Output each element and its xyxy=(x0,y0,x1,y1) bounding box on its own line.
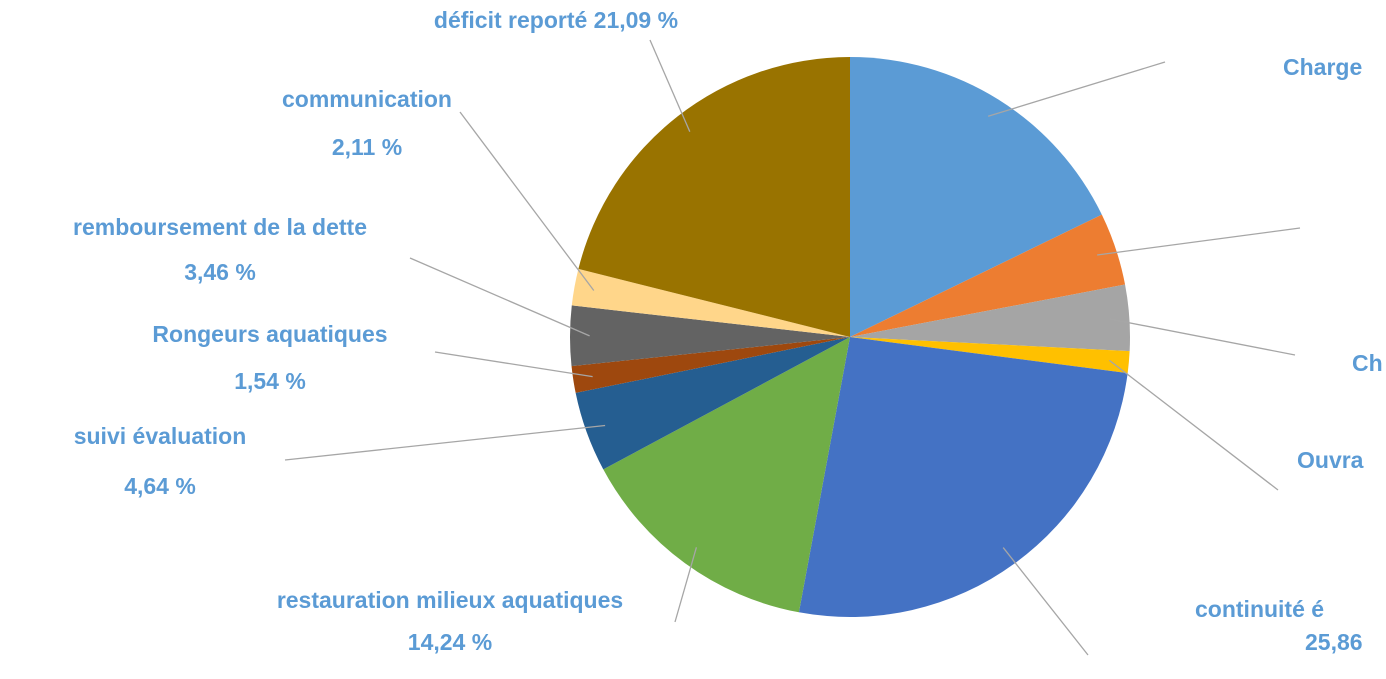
data-label: Charge xyxy=(1283,54,1362,80)
leader-line xyxy=(1097,227,1301,256)
pie-slice xyxy=(570,305,850,367)
leader-line xyxy=(284,424,606,461)
leader-line xyxy=(987,61,1166,117)
pie-slice xyxy=(850,337,1130,374)
leader-line xyxy=(1108,359,1279,491)
pie-slice xyxy=(571,268,850,337)
category-label: restauration milieux aquatiques xyxy=(277,587,623,613)
leader-line xyxy=(649,39,691,132)
value-label: 25,86 xyxy=(1305,629,1363,655)
value-label: 4,64 % xyxy=(124,473,196,499)
leader-line xyxy=(434,351,593,378)
pie-slice xyxy=(575,337,850,470)
category-label: Ch xyxy=(1352,350,1383,376)
pie-slice xyxy=(603,337,850,613)
category-label: Ouvra xyxy=(1297,447,1364,473)
category-label: continuité é xyxy=(1195,596,1324,622)
leader-line xyxy=(1002,547,1089,656)
value-label: 2,11 % xyxy=(332,134,402,160)
category-label: suivi évaluation xyxy=(74,423,247,449)
leader-line xyxy=(674,547,698,623)
data-label: Ouvra xyxy=(1297,447,1364,473)
leader-line xyxy=(459,111,595,291)
data-label: continuité é xyxy=(1195,596,1324,622)
pie-slice xyxy=(571,337,850,393)
data-label: Rongeurs aquatiques xyxy=(152,321,387,347)
value-label: 14,24 % xyxy=(408,629,492,655)
value-label: 21,09 % xyxy=(594,7,678,33)
value-label: 1,54 % xyxy=(234,368,306,394)
value-label: 3,46 % xyxy=(184,259,256,285)
category-label: remboursement de la dette xyxy=(73,214,367,240)
data-label: Ch xyxy=(1352,350,1383,376)
pie-slice xyxy=(850,284,1130,352)
data-label: remboursement de la dette xyxy=(73,214,367,240)
data-label: restauration milieux aquatiques xyxy=(277,587,623,613)
data-label: suivi évaluation xyxy=(74,423,247,449)
pie-slice xyxy=(798,337,1128,617)
leader-line xyxy=(409,257,590,337)
pie-slice xyxy=(578,57,850,337)
category-label: déficit reporté xyxy=(434,7,587,33)
leader-line xyxy=(1109,318,1296,356)
pie-slice xyxy=(850,214,1126,337)
data-label: communication xyxy=(282,86,452,112)
data-label: déficit reporté 21,09 % xyxy=(434,7,678,33)
category-label: communication xyxy=(282,86,452,112)
pie-slice xyxy=(850,57,1102,337)
category-label: Charge xyxy=(1283,54,1362,80)
category-label: Rongeurs aquatiques xyxy=(152,321,387,347)
